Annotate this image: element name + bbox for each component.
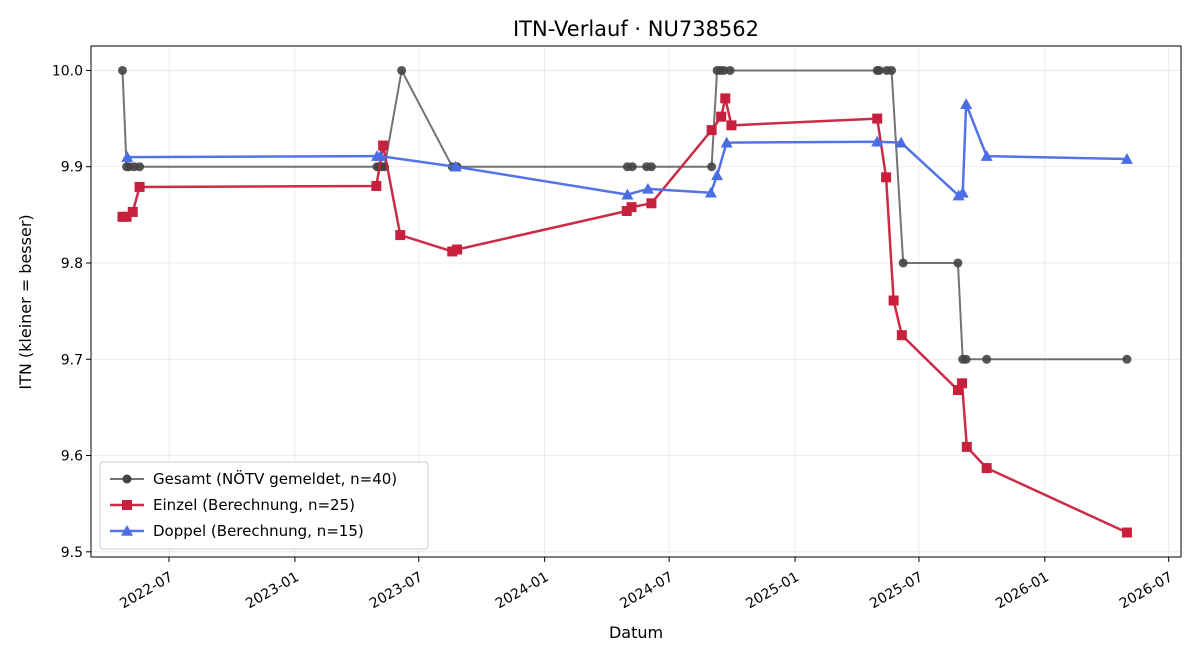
legend-marker xyxy=(122,474,132,484)
series-doppel xyxy=(121,98,1133,201)
data-point-gesamt xyxy=(719,65,729,75)
data-point-gesamt xyxy=(117,65,127,75)
data-point-gesamt xyxy=(646,162,656,172)
data-point-gesamt xyxy=(887,65,897,75)
data-point-doppel xyxy=(980,150,993,161)
y-tick-label: 9.6 xyxy=(61,449,83,465)
data-point-doppel xyxy=(895,136,908,148)
data-point-einzel xyxy=(371,180,382,191)
data-point-doppel xyxy=(704,186,717,198)
data-point-doppel xyxy=(449,160,462,172)
data-point-gesamt xyxy=(953,258,963,268)
data-point-doppel xyxy=(374,150,387,161)
data-point-einzel xyxy=(888,295,899,306)
series-line-doppel xyxy=(127,102,1127,197)
series-gesamt xyxy=(117,65,1132,364)
data-point-einzel xyxy=(952,385,963,396)
legend-label: Einzel (Berechnung, n=25) xyxy=(153,496,355,514)
data-point-einzel xyxy=(646,198,657,209)
data-point-gesamt xyxy=(725,65,735,75)
y-tick-label: 9.9 xyxy=(61,160,83,176)
series-layer xyxy=(117,65,1133,538)
data-point-einzel xyxy=(720,93,731,104)
data-point-einzel xyxy=(134,181,145,192)
y-tick-label: 9.7 xyxy=(61,352,83,368)
data-point-einzel xyxy=(716,111,727,122)
plot-frame xyxy=(90,45,1182,558)
legend-item-doppel: Doppel (Berechnung, n=15) xyxy=(110,522,364,540)
legend-item-einzel: Einzel (Berechnung, n=25) xyxy=(110,496,355,514)
data-point-gesamt xyxy=(397,65,407,75)
data-point-einzel xyxy=(127,206,138,217)
data-point-einzel xyxy=(378,140,389,151)
data-point-einzel xyxy=(121,211,132,222)
data-point-gesamt xyxy=(982,354,992,364)
legend-box xyxy=(99,461,429,550)
data-point-gesamt xyxy=(135,162,145,172)
legend-item-gesamt: Gesamt (NÖTV gemeldet, n=40) xyxy=(110,469,397,488)
data-point-gesamt xyxy=(898,258,908,268)
data-point-doppel xyxy=(956,186,969,198)
legend-marker xyxy=(121,525,133,536)
y-tick-label: 10.0 xyxy=(52,63,83,79)
data-point-doppel xyxy=(1120,153,1133,164)
y-tick-label: 9.5 xyxy=(61,545,83,561)
data-point-gesamt xyxy=(874,65,884,75)
data-point-doppel xyxy=(720,136,733,148)
data-point-einzel xyxy=(706,125,717,136)
data-point-gesamt xyxy=(961,354,971,364)
y-axis-label: ITN (kleiner = besser) xyxy=(16,214,35,389)
data-point-einzel xyxy=(1121,527,1132,538)
data-point-doppel xyxy=(711,169,724,181)
data-point-einzel xyxy=(961,441,972,452)
data-point-doppel xyxy=(871,135,884,147)
data-point-einzel xyxy=(452,244,463,255)
legend-label: Doppel (Berechnung, n=15) xyxy=(153,522,364,540)
chart-title: ITN-Verlauf · NU738562 xyxy=(513,17,759,41)
data-point-doppel xyxy=(621,188,634,200)
data-point-einzel xyxy=(881,172,892,183)
y-tick-label: 9.8 xyxy=(61,256,83,272)
data-point-einzel xyxy=(395,230,406,241)
x-axis-label: Datum xyxy=(609,623,663,642)
data-point-doppel xyxy=(121,151,134,162)
data-point-einzel xyxy=(872,113,883,124)
data-point-einzel xyxy=(626,202,637,213)
data-point-doppel xyxy=(641,182,654,194)
data-point-einzel xyxy=(957,378,968,389)
data-point-doppel xyxy=(960,98,973,109)
legend-marker xyxy=(122,500,132,510)
legend: Gesamt (NÖTV gemeldet, n=40) Einzel (Bere… xyxy=(99,461,429,550)
data-point-gesamt xyxy=(1122,354,1132,364)
data-point-einzel xyxy=(726,120,737,131)
legend-label: Gesamt (NÖTV gemeldet, n=40) xyxy=(153,469,397,488)
data-point-gesamt xyxy=(707,162,717,172)
data-point-einzel xyxy=(981,463,992,474)
series-einzel xyxy=(117,93,1132,538)
data-point-einzel xyxy=(896,330,907,341)
data-point-gesamt xyxy=(627,162,637,172)
y-axis: 9.5 9.6 9.7 9.8 9.9 10.0 xyxy=(52,63,91,561)
